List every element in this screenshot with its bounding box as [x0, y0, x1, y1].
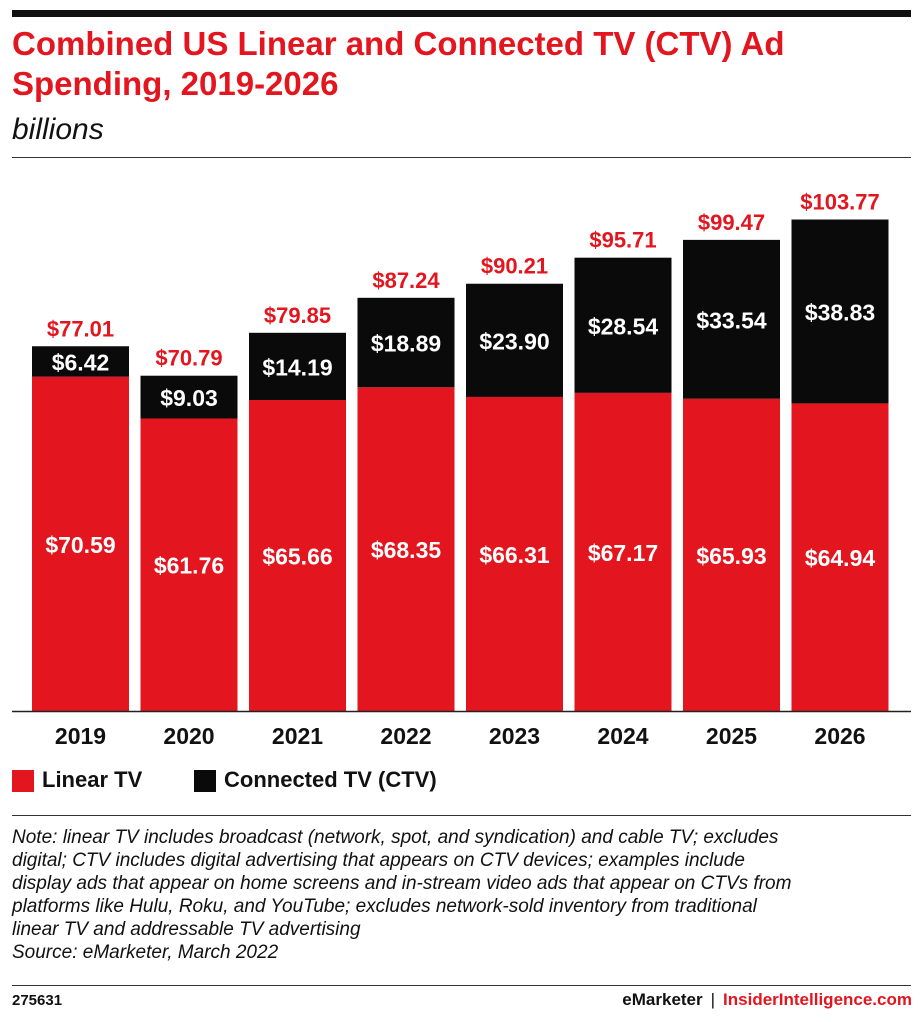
chart-note: Note: linear TV includes broadcast (netw… [12, 826, 912, 964]
bar-linear-tv [791, 403, 889, 711]
data-label-linear-tv: $66.31 [479, 542, 550, 568]
bar-linear-tv [357, 387, 455, 711]
total-label: $95.71 [589, 228, 656, 253]
bar-ctv [466, 283, 563, 397]
total-label: $77.01 [47, 316, 114, 341]
stacked-bar-chart: $70.59 $6.42 $77.01 2019 $61.76 $9.03 $70.79 20… [12, 190, 911, 749]
footer-divider [12, 985, 911, 986]
x-tick-label: 2024 [597, 723, 648, 749]
bar-linear-tv [32, 376, 129, 711]
note-line: display ads that appear on home screens … [12, 873, 792, 894]
legend-swatch-linear-tv [12, 770, 34, 792]
x-tick-label: 2026 [814, 723, 865, 749]
bar-linear-tv [466, 396, 563, 711]
x-tick-label: 2021 [272, 723, 323, 749]
data-label-ctv: $23.90 [479, 328, 549, 354]
data-label-linear-tv: $70.59 [45, 532, 115, 558]
brand-separator: | [710, 990, 716, 1009]
brand-name: eMarketer [622, 990, 703, 1009]
total-label: $79.85 [264, 303, 331, 328]
chart-id: 275631 [12, 992, 63, 1009]
x-tick-label: 2023 [489, 723, 540, 749]
bar-linear-tv [140, 418, 238, 711]
bar-linear-tv [683, 398, 780, 711]
bar-ctv [357, 297, 455, 388]
header-divider [12, 157, 911, 158]
data-label-ctv: $28.54 [588, 313, 659, 339]
bar-ctv [32, 346, 129, 377]
data-label-linear-tv: $65.93 [696, 543, 766, 569]
data-label-linear-tv: $68.35 [371, 537, 442, 563]
note-divider [12, 815, 911, 816]
data-label-ctv: $33.54 [696, 307, 767, 333]
legend-label-linear-tv: Linear TV [42, 767, 143, 792]
total-label: $90.21 [481, 254, 548, 279]
x-tick-label: 2025 [706, 723, 757, 749]
bar-linear-tv [249, 400, 346, 711]
footer-brand: eMarketer | InsiderIntelligence.com [622, 990, 912, 1010]
x-tick-label: 2019 [55, 723, 106, 749]
data-label-linear-tv: $65.66 [262, 544, 332, 570]
note-line: Note: linear TV includes broadcast (netw… [12, 827, 779, 848]
top-rule [12, 10, 911, 17]
data-label-ctv: $9.03 [160, 385, 218, 411]
data-label-ctv: $14.19 [262, 354, 332, 380]
note-line: linear TV and addressable TV advertising [12, 919, 361, 940]
x-tick-label: 2022 [380, 723, 431, 749]
bar-ctv [791, 219, 889, 404]
legend-swatch-ctv [194, 770, 216, 792]
legend-label-ctv: Connected TV (CTV) [224, 767, 437, 792]
data-label-linear-tv: $61.76 [154, 553, 224, 579]
chart-title: Combined US Linear and Connected TV (CTV… [12, 25, 785, 102]
total-label: $99.47 [698, 210, 765, 235]
data-label-ctv: $38.83 [805, 299, 875, 325]
data-label-ctv: $6.42 [52, 349, 110, 375]
bar-ctv [574, 257, 672, 393]
bar-linear-tv [574, 392, 672, 711]
data-label-ctv: $18.89 [371, 331, 441, 357]
site-link[interactable]: InsiderIntelligence.com [723, 990, 912, 1009]
data-label-linear-tv: $64.94 [805, 545, 876, 571]
total-label: $70.79 [155, 346, 222, 371]
data-label-linear-tv: $67.17 [588, 540, 658, 566]
bar-ctv [249, 332, 346, 401]
total-label: $87.24 [372, 268, 440, 293]
note-line: platforms like Hulu, Roku, and YouTube; … [12, 896, 757, 917]
bar-ctv [140, 375, 238, 419]
total-label: $103.77 [800, 190, 880, 215]
source-line: Source: eMarketer, March 2022 [12, 942, 279, 963]
x-tick-label: 2020 [163, 723, 214, 749]
note-line: digital; CTV includes digital advertisin… [12, 850, 745, 871]
chart-subtitle: billions [12, 113, 104, 146]
bar-ctv [683, 239, 780, 399]
